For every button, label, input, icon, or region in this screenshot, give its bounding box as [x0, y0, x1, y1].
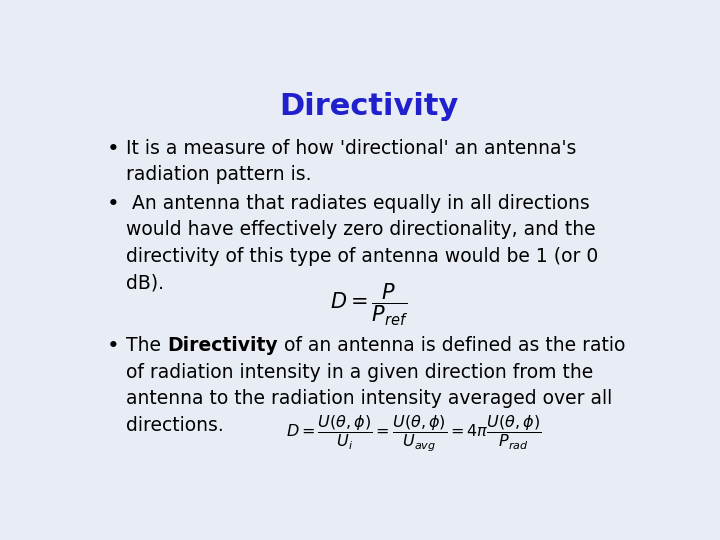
Text: dB).: dB).: [126, 274, 164, 293]
Text: •: •: [107, 336, 120, 356]
Text: Directivity: Directivity: [167, 336, 278, 355]
Text: Directivity: Directivity: [279, 92, 459, 121]
Text: The: The: [126, 336, 167, 355]
Text: •: •: [107, 139, 120, 159]
Text: radiation pattern is.: radiation pattern is.: [126, 165, 312, 185]
Text: would have effectively zero directionality, and the: would have effectively zero directionali…: [126, 220, 596, 239]
Text: •: •: [107, 194, 120, 214]
Text: of an antenna is defined as the ratio: of an antenna is defined as the ratio: [278, 336, 625, 355]
Text: of radiation intensity in a given direction from the: of radiation intensity in a given direct…: [126, 362, 593, 382]
Text: $D = \dfrac{U(\theta,\phi)}{U_i} = \dfrac{U(\theta,\phi)}{U_{avg}} = 4\pi\dfrac{: $D = \dfrac{U(\theta,\phi)}{U_i} = \dfra…: [286, 414, 541, 454]
Text: directions.: directions.: [126, 416, 224, 435]
Text: It is a measure of how 'directional' an antenna's: It is a measure of how 'directional' an …: [126, 139, 577, 158]
Text: An antenna that radiates equally in all directions: An antenna that radiates equally in all …: [126, 194, 590, 213]
Text: antenna to the radiation intensity averaged over all: antenna to the radiation intensity avera…: [126, 389, 613, 408]
Text: directivity of this type of antenna would be 1 (or 0: directivity of this type of antenna woul…: [126, 247, 598, 266]
Text: $D = \dfrac{P}{P_{ref}}$: $D = \dfrac{P}{P_{ref}}$: [330, 282, 408, 328]
